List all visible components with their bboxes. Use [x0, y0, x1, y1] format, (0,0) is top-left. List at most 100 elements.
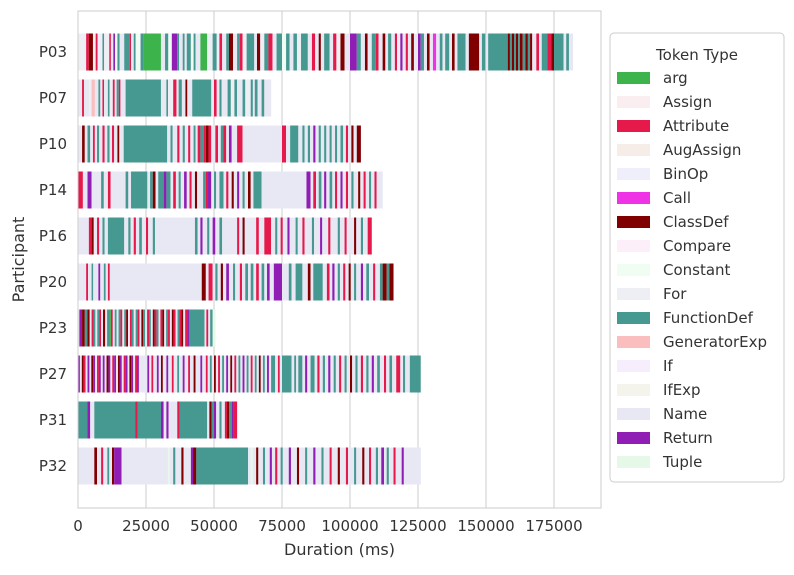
token-segment [221, 401, 225, 439]
token-segment [143, 33, 161, 71]
token-segment [313, 171, 316, 209]
legend-label: For [663, 285, 687, 303]
token-segment [310, 263, 314, 301]
token-segment [86, 33, 89, 71]
token-segment [298, 125, 303, 163]
legend-swatch [617, 168, 650, 180]
token-segment [90, 125, 93, 163]
token-segment [89, 355, 92, 393]
token-segment [193, 33, 196, 71]
token-segment [328, 217, 331, 255]
token-segment [237, 217, 240, 255]
token-segment [78, 33, 87, 71]
token-segment [209, 355, 212, 393]
token-segment [153, 355, 157, 393]
token-segment [291, 355, 295, 393]
token-segment [125, 355, 128, 393]
legend: Token Type arg Assign Attribute AugAssign Bi… [609, 32, 785, 483]
token-segment [228, 171, 232, 209]
token-segment [185, 309, 188, 347]
token-segment [228, 33, 234, 71]
token-segment [282, 125, 287, 163]
token-segment [271, 447, 276, 485]
token-segment [135, 217, 140, 255]
token-segment [212, 263, 216, 301]
token-segment [261, 171, 307, 209]
token-segment [381, 447, 384, 485]
legend-swatch [617, 288, 650, 300]
token-segment [78, 125, 83, 163]
token-segment [182, 33, 185, 71]
token-segment [99, 217, 103, 255]
token-segment [280, 447, 283, 485]
token-segment [323, 447, 330, 485]
token-segment [168, 309, 170, 347]
token-segment [310, 171, 314, 209]
token-segment [78, 309, 80, 347]
participant-row-p07 [78, 79, 272, 117]
token-segment [160, 401, 164, 439]
token-segment [160, 309, 163, 347]
token-segment [195, 33, 201, 71]
legend-swatch [617, 72, 650, 84]
token-segment [457, 33, 466, 71]
token-segment [130, 217, 134, 255]
token-segment [295, 263, 303, 301]
token-segment [179, 33, 183, 71]
token-segment [354, 263, 357, 301]
token-segment [530, 33, 533, 71]
token-segment [207, 355, 210, 393]
legend-swatch [617, 192, 650, 204]
token-segment [82, 171, 88, 209]
token-segment [148, 217, 153, 255]
token-segment [432, 33, 437, 71]
token-segment [113, 33, 115, 71]
token-segment [276, 33, 282, 71]
token-segment [267, 263, 270, 301]
token-segment [215, 355, 219, 393]
token-segment [124, 33, 130, 71]
token-segment [310, 355, 315, 393]
token-segment [253, 171, 262, 209]
token-segment [150, 171, 153, 209]
token-segment [175, 171, 179, 209]
token-segment [140, 33, 144, 71]
token-segment [208, 309, 211, 347]
participant-row-p20 [78, 263, 394, 301]
token-segment [290, 125, 299, 163]
token-segment [167, 125, 171, 163]
token-segment [128, 171, 132, 209]
token-segment [129, 33, 132, 71]
token-segment [389, 355, 393, 393]
token-segment [197, 125, 201, 163]
token-segment [258, 447, 263, 485]
token-segment [88, 33, 93, 71]
token-segment [177, 33, 180, 71]
token-segment [78, 447, 95, 485]
token-segment [221, 79, 228, 117]
token-segment [223, 125, 227, 163]
token-segment [568, 33, 574, 71]
token-segment [171, 309, 174, 347]
token-segment [231, 125, 238, 163]
token-segment [212, 217, 216, 255]
token-segment [208, 171, 212, 209]
token-segment [123, 125, 168, 163]
token-segment [384, 355, 387, 393]
token-segment [525, 33, 528, 71]
legend-label: AugAssign [663, 141, 741, 159]
token-segment [261, 263, 265, 301]
token-segment [204, 309, 207, 347]
token-segment [485, 33, 489, 71]
token-segment [91, 171, 102, 209]
token-segment [202, 217, 208, 255]
token-segment [166, 355, 169, 393]
token-segment [94, 447, 98, 485]
token-segment [84, 309, 88, 347]
token-segment [345, 171, 349, 209]
token-segment [216, 401, 220, 439]
token-segment [187, 309, 189, 347]
token-segment [104, 355, 107, 393]
token-segment [186, 171, 190, 209]
